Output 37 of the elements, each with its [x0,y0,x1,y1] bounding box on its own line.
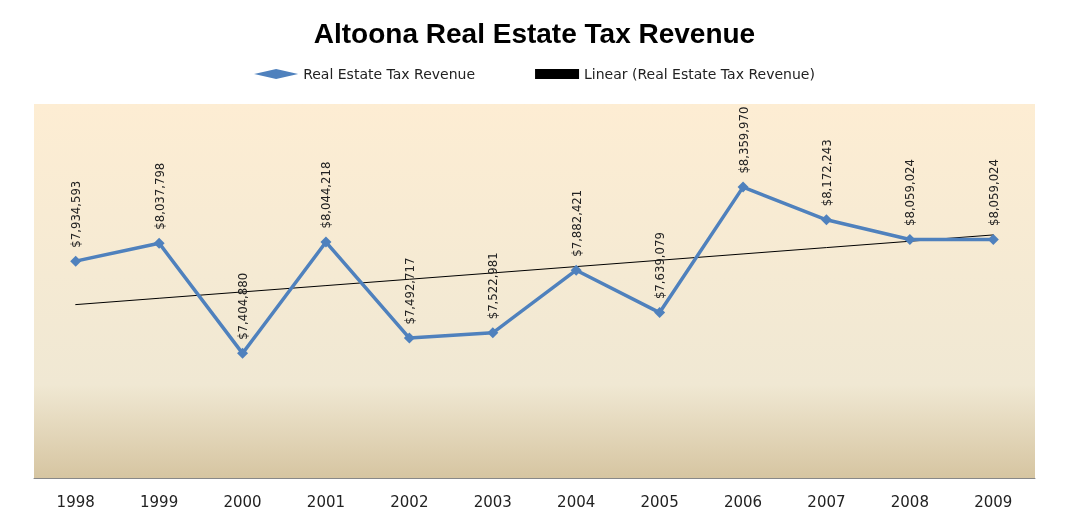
legend-label: Real Estate Tax Revenue [303,66,476,82]
point [820,214,832,226]
x-tick-label: 2002 [390,492,429,511]
x-tick-label: 2000 [223,492,262,511]
x-tick-label: 2008 [890,492,929,511]
point [654,307,666,319]
legend-label: Linear (Real Estate Tax Revenue) [584,66,815,82]
point [320,236,332,248]
data-label: $8,359,970 [735,106,751,174]
chart-title: Altoona Real Estate Tax Revenue [313,17,756,49]
point [737,181,749,193]
x-tick-label: 2009 [974,492,1013,511]
data-label: $7,639,079 [652,232,668,300]
x-tick-label: 2007 [807,492,846,511]
x-tick-label: 2005 [640,492,679,511]
data-label: $7,492,717 [401,257,417,325]
data-label: $7,404,880 [235,272,251,340]
point [487,327,499,339]
point [570,264,582,276]
x-tick-label: 2006 [723,492,763,511]
x-tick-label: 1999 [140,492,179,511]
data-label: $7,934,593 [68,180,84,248]
x-tick-label: 1998 [56,492,95,511]
point [237,347,249,359]
data-label: $8,059,024 [985,159,1001,226]
data-label: $8,172,243 [818,139,834,207]
point [403,332,415,344]
data-label: $8,037,798 [151,162,167,230]
data-label: $7,882,421 [568,189,584,257]
data-label: $8,059,024 [902,159,918,226]
data-label: $8,044,218 [318,161,334,229]
x-tick-label: 2003 [473,492,512,511]
point [70,255,82,267]
point [153,237,165,249]
x-tick-label: 2001 [306,492,346,511]
data-label: $7,522,981 [485,252,501,320]
x-tick-label: 2004 [557,492,596,511]
